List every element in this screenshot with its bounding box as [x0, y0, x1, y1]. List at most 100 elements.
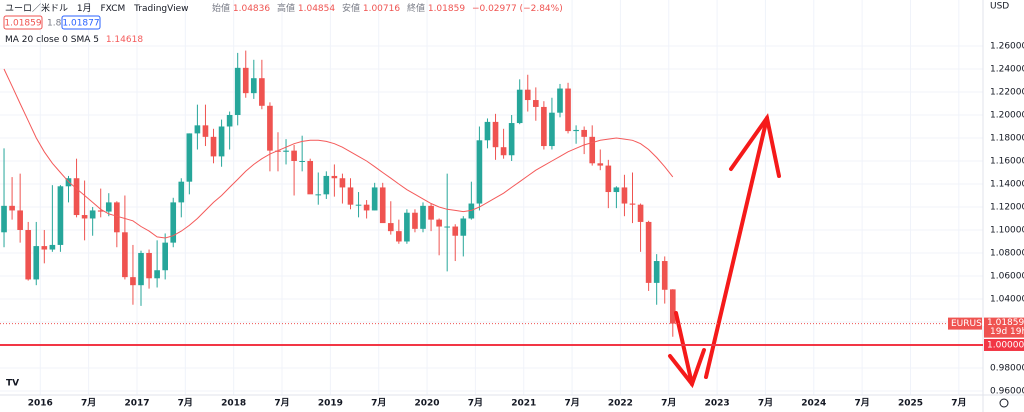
candle-body [162, 242, 168, 271]
x-tick-label: 7月 [661, 398, 676, 409]
change: −0.02977 (−2.84%) [472, 4, 563, 14]
x-tick-label: 2018 [221, 399, 246, 409]
candle-body [476, 140, 483, 204]
candle-body [9, 205, 15, 211]
x-tick-label: 7月 [81, 398, 96, 409]
candle-body [1, 205, 7, 233]
candle-body [508, 123, 515, 156]
symbol-box [948, 317, 982, 330]
candle-body [371, 187, 378, 211]
candle-body [146, 252, 152, 279]
candle-body [178, 181, 185, 203]
candle-body [589, 136, 596, 164]
candle-body [154, 270, 160, 279]
candle-body [234, 67, 241, 115]
candle-body [661, 261, 668, 290]
bid[interactable]: 1.01859 [4, 19, 41, 29]
ma-legend: MA 20 close 0 SMA 5 1.14618 [5, 35, 143, 45]
y-tick-label: 0.98000 [990, 363, 1024, 373]
candle-body [516, 89, 523, 124]
candle-body [315, 194, 322, 196]
candle-body [242, 67, 249, 94]
candle-body [597, 163, 604, 166]
candle-body [81, 215, 88, 219]
x-tick-label: 2019 [318, 399, 343, 409]
candle-body [412, 212, 418, 229]
x-tick-label: 2024 [801, 399, 826, 409]
y-tick-label: 1.26000 [990, 41, 1024, 51]
candle-body [396, 231, 402, 242]
value: 1.00716 [363, 4, 400, 14]
ohlc-legend: 始値 1.04836 高値 1.04854 安値 1.00716 終値 1.01… [212, 2, 563, 14]
currency: USD [990, 2, 1009, 12]
x-tick-label: 2023 [705, 399, 730, 409]
arrow-head [729, 113, 781, 178]
candle-body [565, 88, 571, 132]
x-tick-label: 2021 [511, 399, 536, 409]
candle-body [57, 186, 64, 245]
arrow [674, 311, 694, 386]
ma-label: MA 20 close 0 SMA 5 [5, 35, 99, 45]
candle-body [291, 150, 297, 161]
y-tick-label: 1.08000 [990, 248, 1024, 258]
drawn-arrows [668, 113, 781, 389]
countdown: 19d 19h [990, 327, 1024, 337]
candle-body [541, 106, 547, 147]
candle-body [25, 229, 32, 280]
candle-body [218, 126, 225, 157]
symbol: ユーロ／米ドル [5, 2, 68, 14]
source: FXCM [101, 4, 126, 14]
ask[interactable]: 1.01877 [62, 19, 99, 29]
settings-icon[interactable] [999, 398, 1009, 408]
x-tick-label: 2022 [608, 399, 633, 409]
candle-body [89, 210, 96, 219]
candle-body [379, 187, 386, 224]
candle-body [41, 246, 48, 250]
candle-body [33, 246, 40, 280]
candle-body [653, 261, 660, 283]
candle-body [581, 129, 587, 137]
candle-body [49, 244, 56, 250]
candle-body [436, 219, 442, 227]
y-tick-label: 0.96000 [990, 386, 1024, 396]
candle-body [605, 165, 612, 193]
x-tick-label: 7月 [564, 398, 579, 409]
plot [1, 50, 676, 337]
candle-body [138, 252, 144, 286]
platform: TradingView [133, 4, 188, 14]
hline-label-box [984, 338, 1024, 351]
candle-body [250, 78, 257, 94]
candle-body [323, 175, 330, 195]
candle-body [645, 221, 652, 283]
candle-body [532, 100, 539, 107]
header-title: ユーロ／米ドル 1月 FXCM TradingView [5, 2, 189, 14]
candle-body [404, 212, 410, 242]
candle-body [307, 160, 314, 195]
x-tick-label: 7月 [951, 398, 966, 409]
candle-body [621, 187, 628, 204]
candle-body [105, 202, 112, 212]
ask-box[interactable] [61, 15, 101, 30]
candle-body [629, 203, 636, 205]
candle-body [122, 232, 128, 278]
candle-body [114, 202, 120, 233]
price-label: 1.01859 [987, 318, 1024, 328]
candle-body [259, 78, 265, 106]
arrow-head [668, 348, 706, 389]
candle-body [283, 150, 289, 152]
candle-body [669, 289, 676, 324]
candle-body [299, 160, 305, 162]
symbol-label: EURUSD [951, 319, 989, 329]
x-tick-label: 7月 [178, 398, 193, 409]
ma-value: 1.14618 [106, 35, 143, 45]
spread: 1.8 [47, 19, 62, 29]
x-tick-label: 2020 [415, 399, 440, 409]
bid-box[interactable] [3, 15, 43, 30]
y-tick-label: 1.06000 [990, 271, 1024, 281]
candle-body [557, 88, 563, 113]
y-tick-label: 1.20000 [990, 110, 1024, 120]
price-box [984, 317, 1024, 338]
candle-body [186, 133, 193, 182]
label: 始値 [212, 2, 230, 14]
